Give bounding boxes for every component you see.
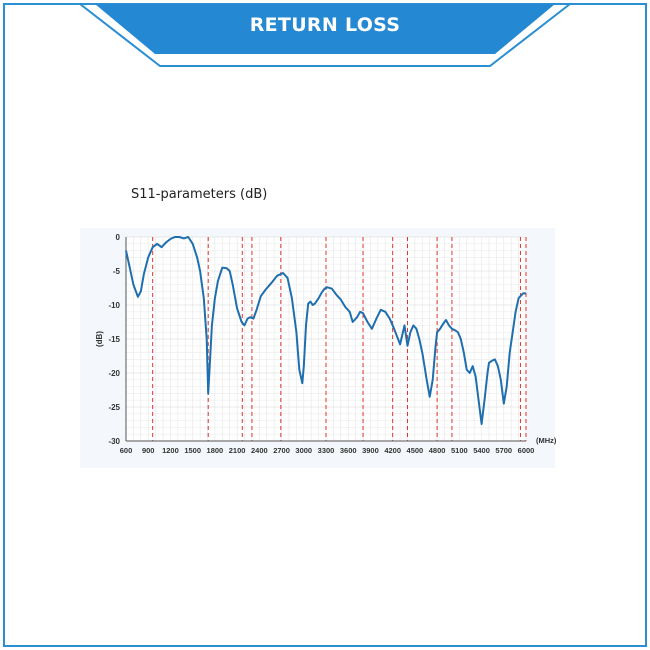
y-tick-label: -30 — [108, 437, 120, 446]
header-banner — [95, 4, 555, 54]
x-tick-label: 5400 — [473, 446, 490, 455]
s11-series-line-0 — [125, 236, 526, 425]
x-tick-label: 5700 — [495, 446, 512, 455]
chart-title: S11-parameters (dB) — [131, 187, 268, 202]
x-tick-label: 6000 — [518, 446, 535, 455]
x-tick-label: 3600 — [340, 446, 357, 455]
x-tick-label: 1500 — [184, 446, 201, 455]
y-axis-label: (dB) — [95, 331, 104, 347]
x-tick-label: 4200 — [384, 446, 401, 455]
x-tick-label: 4800 — [429, 446, 446, 455]
y-tick-label: -25 — [108, 403, 120, 412]
x-tick-label: 600 — [120, 446, 133, 455]
y-tick-label: -10 — [108, 301, 120, 310]
x-tick-label: 2700 — [273, 446, 290, 455]
x-tick-label: 4500 — [407, 446, 424, 455]
y-tick-label: -15 — [108, 335, 120, 344]
y-tick-label: 0 — [116, 233, 121, 242]
x-tick-label: 1800 — [207, 446, 224, 455]
x-axis-label: (MHz) — [536, 436, 557, 445]
y-tick-label: -20 — [108, 369, 120, 378]
x-tick-label: 3900 — [362, 446, 379, 455]
x-tick-label: 3300 — [318, 446, 335, 455]
x-tick-label: 5100 — [451, 446, 468, 455]
x-tick-label: 2100 — [229, 446, 246, 455]
header-title: RETURN LOSS — [249, 14, 401, 36]
x-tick-label: 1200 — [162, 446, 179, 455]
y-tick-label: -5 — [113, 267, 121, 276]
x-tick-label: 900 — [142, 446, 155, 455]
x-tick-label: 2400 — [251, 446, 268, 455]
x-tick-label: 3000 — [295, 446, 312, 455]
